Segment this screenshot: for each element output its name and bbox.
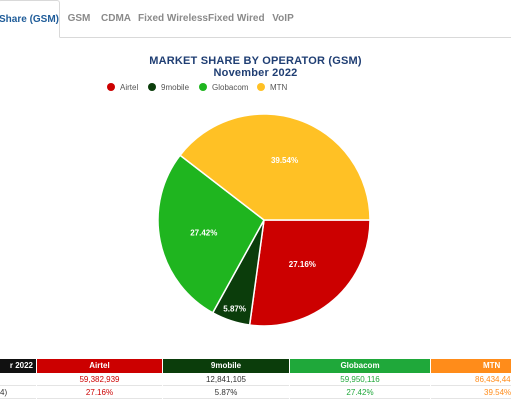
table-cell: 39.54%: [431, 386, 511, 399]
legend-item-mtn[interactable]: MTN: [257, 82, 287, 94]
table-row-label: [0, 373, 36, 386]
pie-slice-airtel[interactable]: [248, 219, 371, 327]
legend-label: Globacom: [212, 83, 249, 92]
table-header-mtn: MTN: [431, 359, 511, 373]
legend-dot-globacom: [199, 83, 207, 91]
chart-title: MARKET SHARE BY OPERATOR (GSM): [149, 55, 362, 67]
table-cell: 27.16%: [37, 386, 162, 399]
table-header-airtel: Airtel: [37, 359, 162, 373]
table-header-globacom: Globacom: [290, 359, 430, 373]
tab-fixed-wireless[interactable]: Fixed Wireless: [138, 13, 208, 24]
legend-dot-airtel: [107, 83, 115, 91]
legend-label: MTN: [270, 83, 288, 92]
pie-label-9mobile: 5.87%: [223, 305, 246, 314]
table-row-label: 4): [0, 386, 36, 399]
table-cell: 27.42%: [290, 386, 430, 399]
pie-label-mtn: 39.54%: [271, 156, 298, 165]
tab-cdma[interactable]: CDMA: [101, 13, 131, 24]
legend-label: 9mobile: [161, 83, 190, 92]
operator-tab-bar: Share (GSM) GSM CDMA Fixed Wireless Fixe…: [0, 0, 511, 38]
table-cell: 12,841,105: [163, 373, 289, 386]
tab-gsm[interactable]: GSM: [67, 13, 91, 24]
pie-slice-mtn[interactable]: [179, 113, 371, 221]
chart-subtitle: November 2022: [213, 67, 298, 79]
table-header-9mobile: 9mobile: [163, 359, 289, 373]
pie-label-globacom: 27.42%: [190, 228, 217, 237]
tab-voip[interactable]: VoIP: [272, 13, 294, 24]
legend-label: Airtel: [120, 83, 139, 92]
table-cell: 59,950,116: [290, 373, 430, 386]
table-cell: 59,382,939: [37, 373, 162, 386]
tab-fixed-wired[interactable]: Fixed Wired: [208, 13, 265, 24]
tab-share-gsm[interactable]: Share (GSM): [0, 0, 60, 38]
pie-label-airtel: 27.16%: [289, 260, 316, 269]
table-cell: 86,434,447: [431, 373, 511, 386]
table-corner-label: r 2022: [0, 359, 36, 373]
pie-slice-globacom[interactable]: [157, 154, 265, 314]
legend-item-airtel[interactable]: Airtel: [107, 82, 138, 94]
market-share-pie-chart: 27.16% 5.87% 27.42% 39.54%: [157, 113, 371, 327]
operator-data-table: r 2022 Airtel 9mobile Globacom MTN 59,38…: [0, 359, 511, 400]
legend-item-9mobile[interactable]: 9mobile: [148, 82, 189, 94]
legend-dot-mtn: [257, 83, 265, 91]
table-cell: 5.87%: [163, 386, 289, 399]
legend-dot-9mobile: [148, 83, 156, 91]
legend-item-globacom[interactable]: Globacom: [199, 82, 248, 94]
